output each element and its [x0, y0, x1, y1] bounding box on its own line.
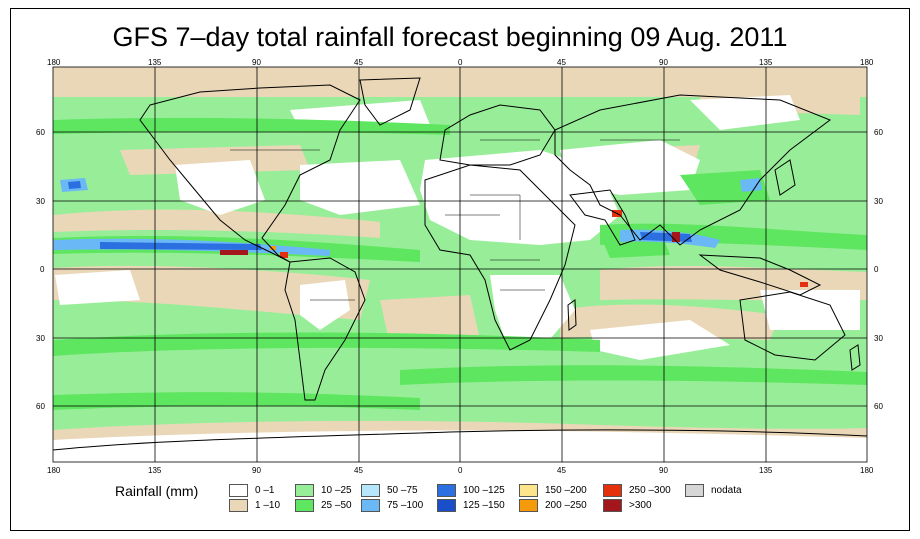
legend-label-1-10: 1 –10: [255, 500, 281, 511]
legend-swatch-0-1: [229, 484, 248, 497]
legend-swatch-125-150: [437, 499, 456, 512]
legend-swatch-100-125: [437, 484, 456, 497]
legend-swatch-75-100: [361, 499, 380, 512]
legend-swatch-over-300: [603, 499, 622, 512]
legend-swatch-nodata: [685, 484, 704, 497]
lon-label-bottom-45w: 45: [354, 466, 363, 475]
legend-swatch-250-300: [603, 484, 622, 497]
lat-label-right-30n: 30: [874, 197, 883, 206]
legend-swatch-50-75: [361, 484, 380, 497]
legend-label-over-300: >300: [629, 500, 652, 511]
legend-swatch-150-200: [519, 484, 538, 497]
lon-label-top-90e: 90: [659, 58, 668, 67]
legend-swatch-200-250: [519, 499, 538, 512]
legend-swatch-1-10: [229, 499, 248, 512]
borders: [230, 139, 680, 301]
coastlines: [53, 77, 867, 451]
lon-label-bottom-135e: 135: [759, 466, 773, 475]
lat-label-right-0: 0: [874, 265, 879, 274]
lat-label-left-60s: 60: [36, 402, 45, 411]
map-title: GFS 7–day total rainfall forecast beginn…: [112, 22, 788, 52]
lon-label-bottom-0: 0: [458, 466, 463, 475]
lat-label-left-30s: 30: [36, 334, 45, 343]
figure-frame: [10, 8, 910, 531]
legend-swatch-25-50: [295, 499, 314, 512]
lat-label-left-30n: 30: [36, 197, 45, 206]
lon-label-top-45e: 45: [557, 58, 566, 67]
lon-label-top-90w: 90: [252, 58, 261, 67]
lon-label-top-0: 0: [458, 58, 463, 67]
lat-label-left-60n: 60: [36, 128, 45, 137]
lon-label-top-45w: 45: [354, 58, 363, 67]
legend-title: Rainfall (mm): [115, 483, 199, 499]
lat-label-right-60n: 60: [874, 128, 883, 137]
lon-label-top-135e: 135: [759, 58, 773, 67]
legend-label-10-25: 10 –25: [321, 485, 352, 496]
lon-label-bottom-90e: 90: [659, 466, 668, 475]
legend-label-125-150: 125 –150: [463, 500, 505, 511]
lon-label-top-135w: 135: [148, 58, 162, 67]
lat-label-left-0: 0: [40, 265, 45, 274]
legend-label-250-300: 250 –300: [629, 485, 671, 496]
legend-label-150-200: 150 –200: [545, 485, 587, 496]
legend-label-75-100: 75 –100: [387, 500, 424, 511]
lat-label-right-30s: 30: [874, 334, 883, 343]
legend-label-25-50: 25 –50: [321, 500, 352, 511]
lon-label-top-180e: 180: [860, 58, 874, 67]
lat-label-right-60s: 60: [874, 402, 883, 411]
legend-label-50-75: 50 –75: [387, 485, 418, 496]
legend-label-0-1: 0 –1: [255, 485, 275, 496]
lon-label-bottom-45e: 45: [557, 466, 566, 475]
legend-label-100-125: 100 –125: [463, 485, 505, 496]
lon-label-bottom-180w: 180: [47, 466, 61, 475]
graticule: [52, 66, 868, 463]
legend-swatch-10-25: [295, 484, 314, 497]
legend-label-200-250: 200 –250: [545, 500, 587, 511]
lon-label-bottom-180e: 180: [860, 466, 874, 475]
legend-label-nodata: nodata: [711, 485, 742, 496]
lon-label-top-180w: 180: [47, 58, 61, 67]
lon-label-bottom-135w: 135: [148, 466, 162, 475]
lon-label-bottom-90w: 90: [252, 466, 261, 475]
